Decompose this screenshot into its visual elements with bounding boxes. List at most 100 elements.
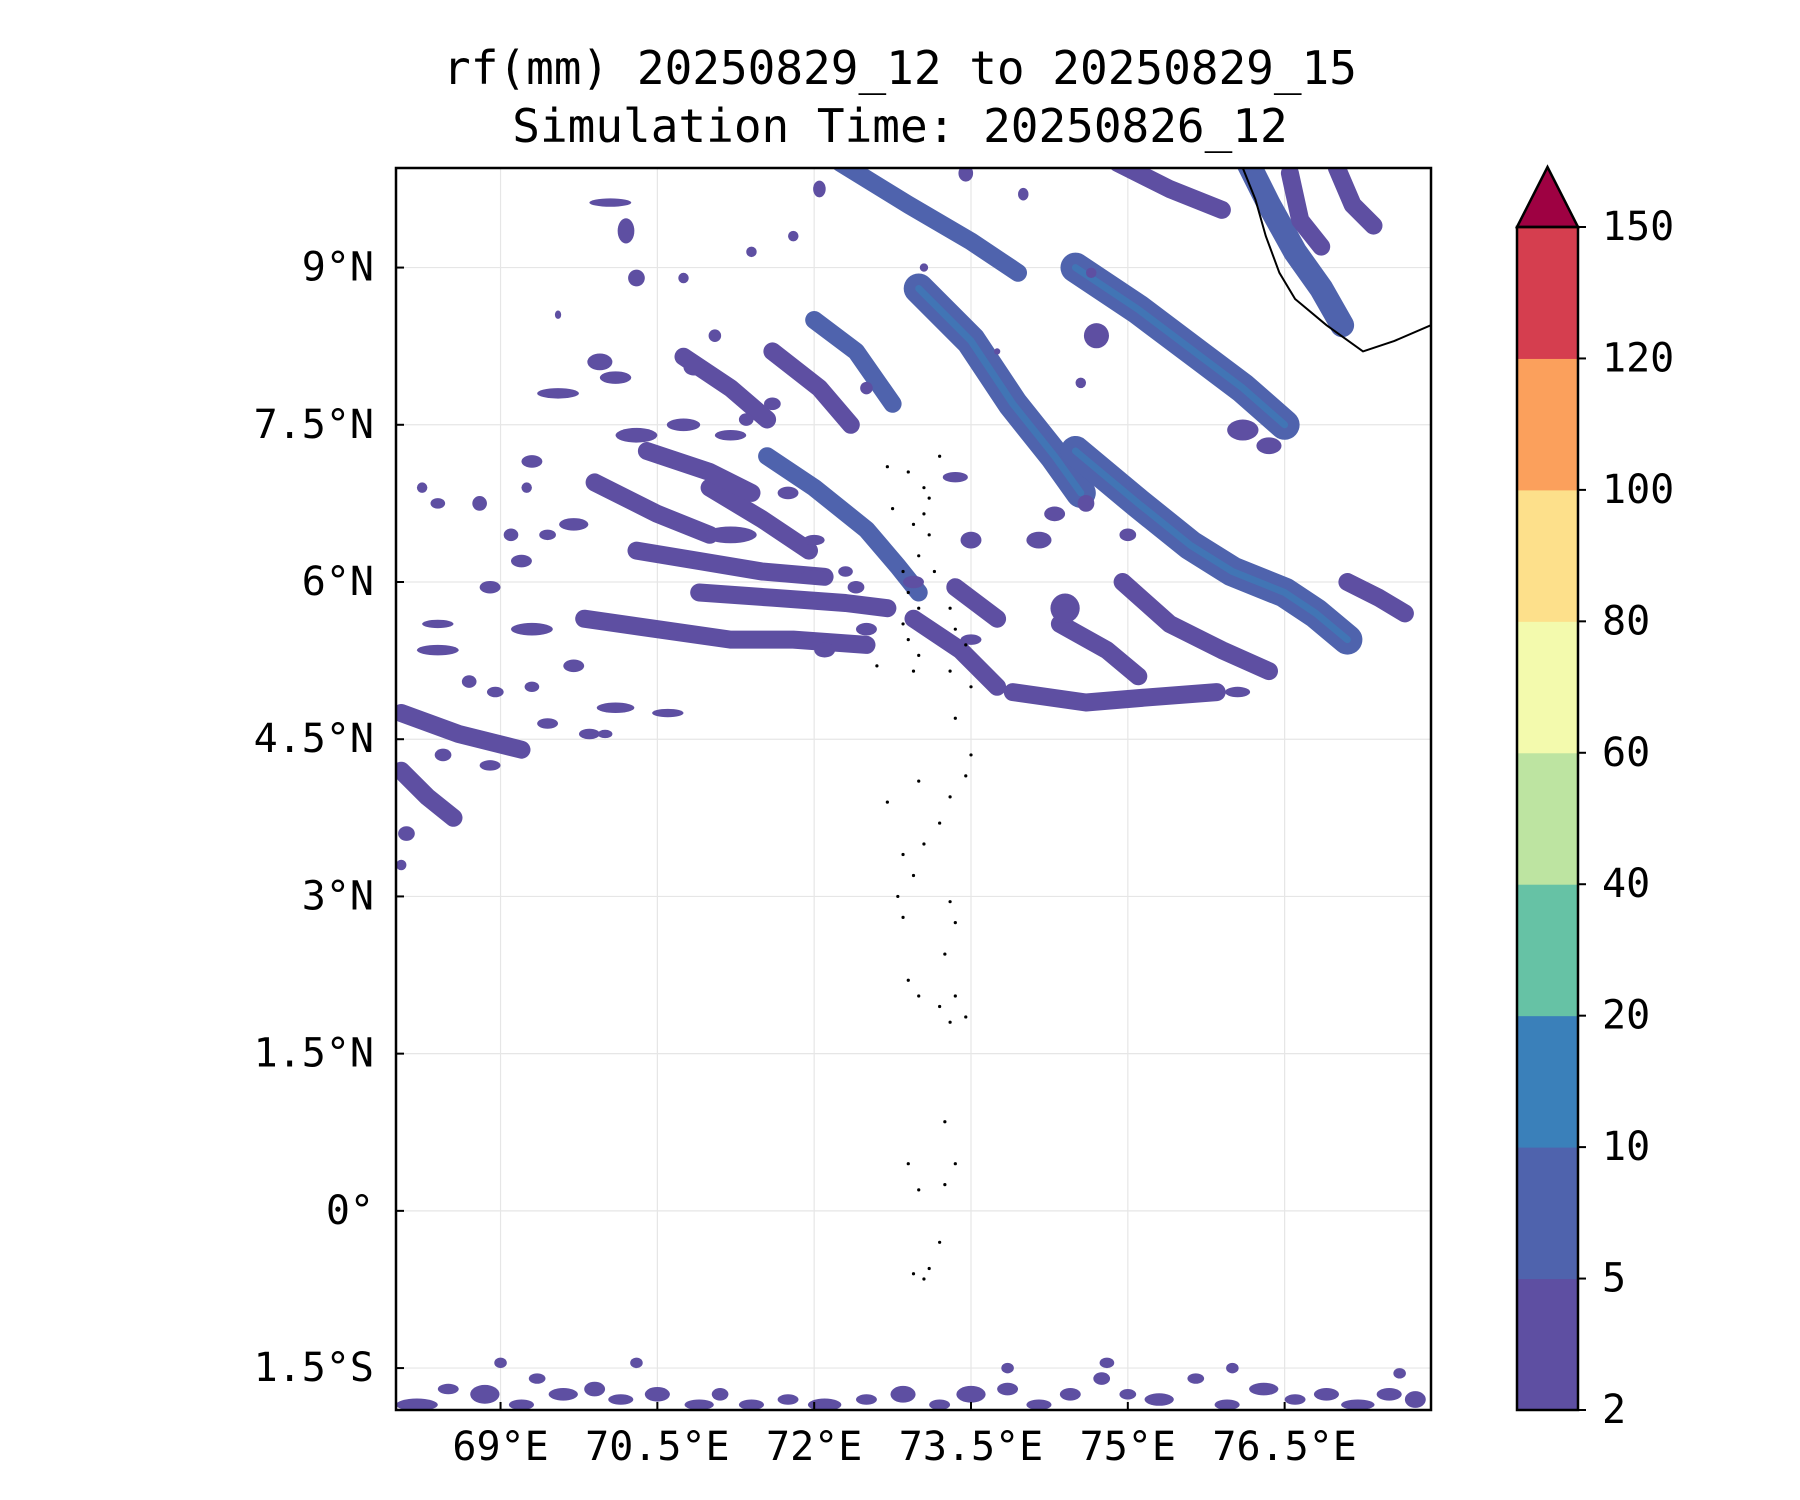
colorbar-segment-2 [1517, 1015, 1578, 1148]
rain-cell-93 [1093, 1372, 1111, 1385]
island-dot-26 [896, 894, 900, 899]
rain-cell-28 [524, 681, 540, 693]
rain-cell-107 [1099, 1357, 1115, 1369]
rain-cell-85 [807, 1398, 842, 1410]
rain-cell-54 [813, 180, 826, 198]
rain-band-2 [805, 311, 902, 413]
rain-cell-76 [528, 1373, 546, 1384]
rain-cell-98 [1249, 1382, 1279, 1396]
x-tick-label-0: 69°E [452, 1424, 548, 1470]
rain-cell-40 [960, 531, 982, 549]
rain-cell-74 [470, 1384, 500, 1404]
x-tick-label-3: 73.5°E [899, 1424, 1044, 1470]
colorbar: 2 5 10 20 40 60 80 100 120 150 [1514, 164, 1674, 1433]
rain-cell-18 [738, 413, 754, 426]
colorbar-segment-0 [1517, 1278, 1578, 1411]
x-tick-label-1: 70.5°E [585, 1424, 730, 1470]
rain-cell-69 [903, 575, 924, 589]
rain-cell-92 [1059, 1387, 1081, 1401]
island-dot-49 [932, 569, 937, 574]
island-dot-37 [943, 1120, 947, 1124]
rain-band-4 [758, 447, 928, 602]
island-dot-47 [885, 465, 889, 469]
rain-cell-30 [596, 702, 635, 714]
island-dot-4 [911, 522, 916, 526]
island-dot-20 [964, 774, 968, 778]
rain-cell-64 [1225, 686, 1251, 698]
rain-cell-83 [738, 1399, 764, 1410]
rain-band-23 [637, 442, 761, 502]
rain-cell-3 [537, 388, 579, 399]
rain-cell-95 [1144, 1393, 1174, 1406]
colorbar-label-0: 2 [1602, 1387, 1626, 1433]
island-dot-25 [911, 873, 916, 878]
gridlines [396, 168, 1431, 1410]
rain-cell-35 [398, 826, 415, 841]
rain-cell-108 [1226, 1362, 1239, 1374]
rain-cell-57 [764, 397, 781, 411]
colorbar-label-4: 40 [1602, 861, 1650, 907]
x-tick-label-5: 76.5°E [1212, 1424, 1357, 1470]
rain-cell-32 [578, 728, 600, 740]
rain-cell-46 [960, 634, 982, 645]
island-dot-21 [948, 795, 952, 799]
rain-cell-109 [1393, 1368, 1406, 1379]
y-tick-label-1: 7.5°N [254, 402, 374, 448]
rain-cell-82 [711, 1387, 729, 1401]
rain-band-14 [904, 609, 1007, 696]
rain-cell-51 [1075, 377, 1086, 389]
island-dot-39 [943, 1183, 947, 1187]
rain-band-16 [1113, 573, 1278, 681]
rain-cell-59 [746, 246, 757, 258]
colorbar-segment-8 [1517, 227, 1578, 359]
colorbar-segment-3 [1517, 884, 1578, 1017]
rain-cell-16 [803, 534, 825, 546]
colorbar-label-7: 100 [1602, 467, 1674, 513]
india-coastline [1241, 168, 1431, 353]
island-dot-53 [885, 800, 889, 804]
rain-cell-78 [584, 1381, 606, 1397]
rain-cell-91 [1026, 1399, 1052, 1410]
colorbar-extend-arrow [1514, 164, 1581, 229]
rain-cell-0 [617, 218, 635, 244]
rain-cell-17 [683, 358, 705, 376]
colorbar-segment-4 [1517, 752, 1578, 885]
island-dot-45 [927, 1266, 931, 1271]
y-tick-label-7: 1.5°S [254, 1345, 374, 1391]
chart-title: rf(mm) 20250829_12 to 20250829_15 [443, 41, 1357, 95]
island-dot-44 [922, 1277, 926, 1281]
rain-band-core-1 [915, 285, 1085, 497]
colorbar-label-5: 60 [1602, 730, 1650, 776]
x-axis-ticks: 69°E 70.5°E 72°E 73.5°E 75°E 76.5°E [452, 1402, 1357, 1470]
colorbar-segment-6 [1517, 489, 1578, 622]
rain-band-core-7 [1072, 447, 1351, 644]
y-tick-label-2: 6°N [302, 559, 374, 605]
rain-cell-65 [597, 729, 613, 739]
rain-cell-11 [599, 371, 632, 384]
rain-cell-26 [461, 675, 477, 688]
rain-cell-12 [615, 427, 658, 443]
rain-cell-81 [684, 1399, 714, 1410]
rain-cell-7 [503, 528, 519, 542]
chart-subtitle: Simulation Time: 20250826_12 [512, 99, 1288, 153]
rain-cell-24 [479, 580, 501, 594]
rain-cell-60 [589, 198, 632, 207]
rain-band-13 [690, 583, 897, 618]
rain-cell-75 [508, 1399, 534, 1410]
rain-cell-58 [678, 272, 689, 284]
rain-cell-22 [814, 642, 836, 658]
island-dot-38 [953, 1162, 957, 1166]
rain-band-12 [1327, 168, 1383, 235]
rain-cell-2 [587, 353, 613, 371]
island-dot-18 [953, 716, 957, 720]
island-dot-42 [938, 1240, 942, 1244]
rain-cell-63 [856, 622, 877, 636]
y-tick-label-5: 1.5°N [254, 1031, 374, 1077]
island-dot-1 [922, 486, 926, 490]
y-tick-label-0: 9°N [302, 245, 374, 291]
island-dot-33 [953, 994, 957, 998]
rain-cell-8 [539, 529, 556, 541]
colorbar-label-3: 20 [1602, 993, 1650, 1039]
island-dot-11 [906, 638, 910, 642]
